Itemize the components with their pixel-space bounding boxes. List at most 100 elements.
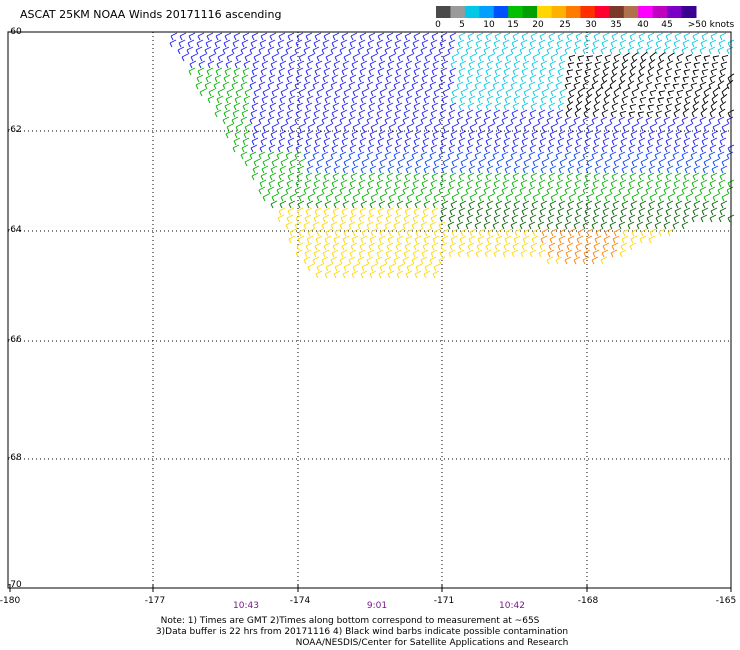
wind-barb [492,116,500,125]
wind-barb [521,242,529,251]
wind-barb [568,123,576,132]
wind-barb [370,228,378,237]
wind-barb [294,151,302,160]
wind-barb [268,144,276,153]
wind-barb [612,165,620,174]
wind-barb [469,158,477,167]
wind-barb [414,200,422,209]
wind-barb [683,137,691,146]
wind-barb [683,101,691,111]
wind-barb [690,186,698,195]
wind-barb [717,186,725,195]
wind-barb [549,95,557,104]
wind-barb [582,81,590,90]
wind-barb [640,51,648,62]
wind-barb [279,200,287,209]
wind-barb [504,60,512,69]
wind-barb [541,123,549,132]
wind-barb [511,179,519,188]
wind-barbs [169,32,735,279]
wind-barb [339,151,347,160]
wind-barb [681,46,689,55]
wind-barb [195,81,203,90]
wind-barb [303,46,311,55]
wind-barb [413,32,421,41]
wind-barb [567,235,575,244]
wind-barb [339,46,347,55]
wind-barb [468,95,476,104]
legend-swatch [580,6,596,18]
wind-barb [224,67,232,76]
wind-barb [216,95,224,104]
wind-barb [297,200,305,209]
wind-barb [609,186,617,195]
wind-barb [469,228,477,237]
wind-barb [673,214,681,223]
wind-barb [646,179,654,188]
map-frame [7,31,732,589]
wind-barb [537,116,545,125]
legend-label-25: 25 [559,20,571,30]
wind-barb [630,165,638,174]
wind-barb [667,123,675,132]
wind-barb [547,144,555,153]
wind-barb [359,67,367,76]
wind-barb [576,200,584,209]
wind-barb [514,53,522,62]
wind-barb [692,101,700,111]
wind-barb [270,165,278,174]
wind-barb [334,123,342,132]
wind-barb [595,158,603,167]
wind-barb [360,235,368,244]
wind-barb [502,249,510,258]
wind-barb [359,172,367,181]
wind-barb [619,179,627,188]
wind-barb [532,123,540,132]
wind-barb [460,228,468,237]
wind-barb [378,165,386,174]
wind-barb [709,108,717,118]
wind-barb [603,60,611,69]
wind-barb [476,172,484,181]
wind-barb [539,207,547,216]
wind-barb [664,179,672,188]
map-title: ASCAT 25KM NOAA Winds 20171116 ascending [20,8,282,21]
wind-barb [612,130,620,139]
wind-barb [429,151,437,160]
wind-barb [484,214,492,223]
wind-barb [321,256,329,265]
wind-barb [268,74,276,83]
wind-barb [674,102,682,111]
wind-barb [520,74,528,83]
wind-barb [403,144,411,153]
wind-barb [627,116,635,125]
wind-barb [349,144,357,153]
wind-barb [645,151,653,160]
wind-barb [493,109,501,118]
wind-barb [694,88,702,97]
wind-barb [675,200,683,209]
wind-barb [342,95,350,104]
wind-barb [414,270,422,279]
wind-barb [332,172,340,181]
wind-barb [422,207,430,216]
wind-barb [600,116,608,125]
wind-barb [585,93,593,104]
wind-barb [568,54,576,62]
wind-barb [528,116,536,125]
wind-barb [268,109,276,118]
wind-barb [595,86,603,97]
wind-barb [604,158,612,167]
wind-barb [618,151,626,160]
wind-barb [673,76,681,83]
wind-barb [360,130,368,139]
wind-barb [357,46,365,55]
wind-barb [555,221,563,230]
wind-barb [279,165,287,174]
wind-barb [667,90,675,97]
wind-barb [575,100,583,111]
wind-barb [447,81,455,90]
wind-barb [351,60,359,69]
wind-barb [207,95,215,104]
wind-barb [485,32,493,41]
